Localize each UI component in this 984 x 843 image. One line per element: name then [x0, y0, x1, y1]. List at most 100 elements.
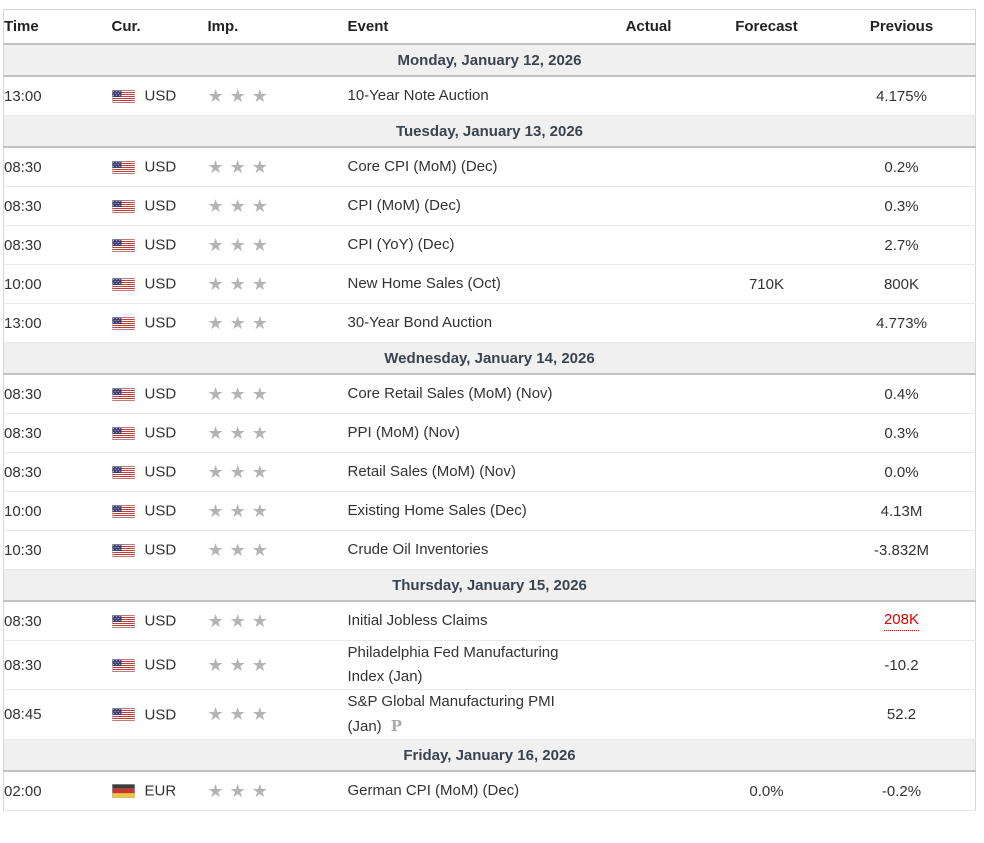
actual-value [593, 264, 704, 304]
event-name[interactable]: CPI (MoM) (Dec) [347, 197, 461, 214]
row-spacer [973, 374, 976, 414]
event-currency: USD [111, 601, 208, 641]
importance-star-icon: ★ [229, 383, 246, 404]
importance-star-icon: ★ [207, 312, 224, 333]
event-row[interactable]: 08:30 USD ★ ★ ★ Retail Sales (MoM) (Nov) 0… [3, 452, 976, 492]
importance-stars: ★ ★ ★ [207, 147, 348, 187]
event-row[interactable]: 10:30 USD ★ ★ ★ Crude Oil Inventories -3.8… [3, 530, 976, 570]
previous-value: 4.13M [829, 491, 974, 531]
importance-star-icon: ★ [207, 422, 224, 443]
importance-stars: ★ ★ ★ [207, 264, 348, 304]
importance-star-icon: ★ [251, 539, 268, 560]
event-row[interactable]: 10:00 USD ★ ★ ★ Existing Home Sales (Dec) … [3, 491, 976, 531]
event-row[interactable]: 08:30 USD ★ ★ ★ CPI (MoM) (Dec) 0.3% [3, 186, 976, 226]
event-time: 08:30 [3, 225, 112, 265]
event-row[interactable]: 08:30 USD ★ ★ ★ Philadelphia Fed Manufactu… [3, 640, 976, 690]
importance-star-icon: ★ [251, 234, 268, 255]
event-row[interactable]: 08:30 USD ★ ★ ★ Core CPI (MoM) (Dec) 0.2% [3, 147, 976, 187]
currency-code: EUR [144, 782, 177, 800]
event-time: 08:30 [3, 601, 112, 641]
currency-code: USD [144, 612, 177, 630]
importance-stars: ★ ★ ★ [207, 601, 348, 641]
event-row[interactable]: 08:30 USD ★ ★ ★ Core Retail Sales (MoM) (N… [3, 374, 976, 414]
actual-value [593, 413, 704, 453]
event-name[interactable]: 30-Year Bond Auction [347, 314, 493, 331]
importance-star-icon: ★ [207, 234, 224, 255]
germany-flag-icon [111, 784, 135, 799]
event-name[interactable]: CPI (YoY) (Dec) [347, 236, 455, 253]
row-spacer [973, 76, 976, 116]
us-flag-icon [111, 387, 135, 401]
event-row[interactable]: 13:00 USD ★ ★ ★ 30-Year Bond Auction 4.773… [3, 303, 976, 343]
event-name[interactable]: PPI (MoM) (Nov) [347, 424, 461, 441]
event-name[interactable]: Core CPI (MoM) (Dec) [347, 158, 498, 175]
forecast-value [703, 374, 830, 414]
event-name[interactable]: Crude Oil Inventories [347, 541, 489, 558]
importance-star-icon: ★ [207, 704, 224, 724]
event-row[interactable]: 13:00 USD ★ ★ ★ 10-Year Note Auction 4.175… [3, 76, 976, 116]
currency-code: USD [144, 502, 177, 520]
us-flag-icon [111, 708, 135, 722]
event-time: 02:00 [3, 771, 112, 811]
importance-stars: ★ ★ ★ [207, 530, 348, 570]
event-name[interactable]: Initial Jobless Claims [347, 612, 488, 629]
us-flag-icon [111, 504, 135, 518]
importance-star-icon: ★ [229, 422, 246, 443]
previous-value: 800K [829, 264, 974, 304]
event-name[interactable]: Existing Home Sales (Dec) [347, 502, 527, 519]
row-spacer [973, 491, 976, 531]
previous-value-highlighted[interactable]: 208K [883, 611, 920, 631]
event-row[interactable]: 08:30 USD ★ ★ ★ PPI (MoM) (Nov) 0.3% [3, 413, 976, 453]
currency-code: USD [144, 158, 177, 176]
forecast-value [703, 76, 830, 116]
actual-value [593, 374, 704, 414]
row-spacer [973, 264, 976, 304]
event-name[interactable]: 10-Year Note Auction [347, 87, 489, 104]
previous-value: 0.3% [829, 413, 974, 453]
event-name[interactable]: German CPI (MoM) (Dec) [347, 782, 520, 799]
importance-star-icon: ★ [251, 780, 268, 801]
day-header-row: Tuesday, January 13, 2026 [3, 115, 976, 148]
previous-value: -0.2% [829, 771, 974, 811]
day-header-row: Thursday, January 15, 2026 [3, 569, 976, 602]
actual-value [593, 303, 704, 343]
forecast-value [703, 452, 830, 492]
importance-star-icon: ★ [207, 273, 224, 294]
event-row[interactable]: 02:00 EUR ★ ★ ★ German CPI (MoM) (Dec) 0.0… [3, 771, 976, 811]
actual-value [593, 147, 704, 187]
day-header-label: Thursday, January 15, 2026 [3, 569, 976, 602]
currency-code: USD [144, 424, 177, 442]
importance-star-icon: ★ [229, 780, 246, 801]
event-row[interactable]: 08:45 USD ★ ★ ★ S&P Global Manufacturing P… [3, 689, 976, 740]
event-row[interactable]: 08:30 USD ★ ★ ★ CPI (YoY) (Dec) 2.7% [3, 225, 976, 265]
event-row[interactable]: 10:00 USD ★ ★ ★ New Home Sales (Oct) 710K … [3, 264, 976, 304]
event-name[interactable]: Core Retail Sales (MoM) (Nov) [347, 385, 553, 402]
forecast-value [703, 491, 830, 531]
row-spacer [973, 601, 976, 641]
importance-star-icon: ★ [207, 780, 224, 801]
importance-stars: ★ ★ ★ [207, 452, 348, 492]
previous-value: 4.175% [829, 76, 974, 116]
event-time: 08:30 [3, 186, 112, 226]
forecast-value [703, 640, 830, 690]
event-row[interactable]: 08:30 USD ★ ★ ★ Initial Jobless Claims 208… [3, 601, 976, 641]
importance-star-icon: ★ [251, 85, 268, 106]
event-time: 08:30 [3, 374, 112, 414]
event-name[interactable]: S&P Global Manufacturing PMI (Jan) [347, 693, 555, 735]
forecast-value [703, 689, 830, 740]
previous-value: 52.2 [829, 689, 974, 740]
us-flag-icon [111, 238, 135, 252]
event-currency: USD [111, 76, 208, 116]
importance-star-icon: ★ [207, 500, 224, 521]
event-name[interactable]: New Home Sales (Oct) [347, 275, 501, 292]
event-time: 08:30 [3, 452, 112, 492]
currency-code: USD [144, 314, 177, 332]
importance-stars: ★ ★ ★ [207, 76, 348, 116]
event-name[interactable]: Philadelphia Fed Manufacturing Index (Ja… [347, 644, 559, 685]
actual-value [593, 452, 704, 492]
event-name[interactable]: Retail Sales (MoM) (Nov) [347, 463, 516, 480]
row-spacer [973, 530, 976, 570]
event-time: 08:45 [3, 689, 112, 740]
column-header-time: Time [3, 9, 112, 45]
us-flag-icon [111, 160, 135, 174]
